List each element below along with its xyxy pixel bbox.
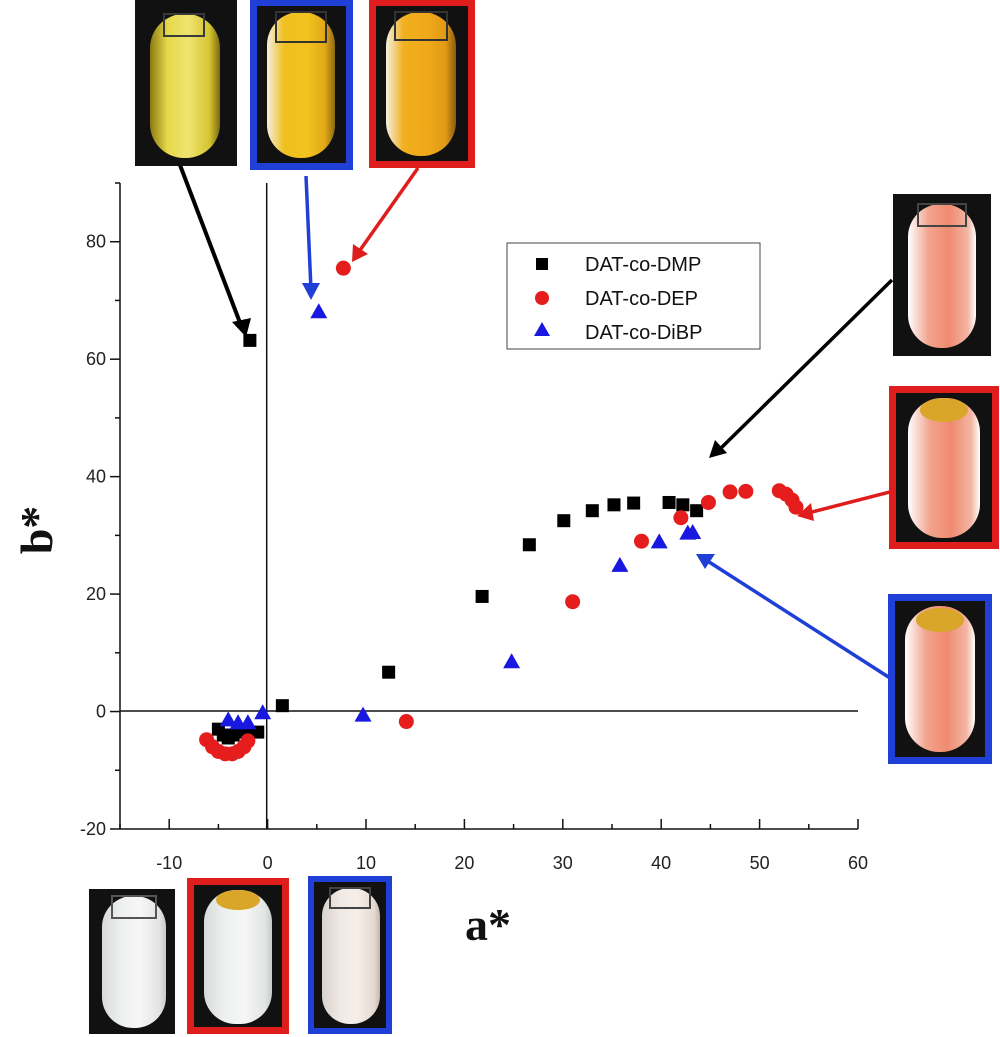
- data-point-series-3: [611, 556, 629, 572]
- data-point-series-3: [310, 303, 328, 319]
- arrow-black-top: [178, 164, 251, 337]
- y-tick-label: 0: [96, 702, 106, 722]
- x-ticks: [119, 819, 859, 829]
- y-axis-title: b*: [11, 506, 62, 555]
- y-tick-label: 80: [86, 232, 106, 252]
- x-tick-label: 10: [356, 853, 376, 873]
- data-point-series-2: [738, 483, 754, 499]
- data-point-series-1: [607, 498, 621, 512]
- data-point-series-2: [673, 510, 689, 526]
- legend-label-series-1: DAT-co-DMP: [585, 254, 701, 276]
- data-point-series-2: [565, 594, 581, 610]
- data-point-series-1: [585, 504, 599, 518]
- data-point-series-1: [243, 333, 257, 347]
- data-point-series-1: [522, 538, 536, 552]
- data-point-series-3: [219, 711, 237, 727]
- data-point-series-1: [557, 514, 571, 528]
- vial-photo-right-black: [893, 194, 991, 356]
- vial-photo-right-blue: [888, 594, 992, 764]
- data-point-series-1: [275, 699, 289, 713]
- x-tick-label: 50: [750, 853, 770, 873]
- data-point-series-1: [475, 589, 489, 603]
- x-tick-label: 0: [263, 853, 273, 873]
- x-axis-title: a*: [465, 899, 511, 950]
- x-tick-label: 20: [454, 853, 474, 873]
- vial-photo-top-black: [135, 0, 237, 166]
- vial-photo-top-red: [369, 0, 475, 168]
- arrow-red-top: [352, 166, 420, 262]
- vial-photo-bottom-red: [187, 878, 289, 1034]
- legend: DAT-co-DMP DAT-co-DEP DAT-co-DiBP: [506, 242, 761, 350]
- legend-marker-triangle: [534, 322, 550, 336]
- data-point-series-2: [634, 533, 650, 549]
- data-point-series-1: [676, 498, 690, 512]
- arrow-blue-top: [302, 175, 320, 300]
- legend-box: [506, 242, 761, 350]
- vial-photo-right-red: [889, 386, 999, 549]
- arrow-blue-right: [696, 554, 891, 680]
- data-point-series-3: [684, 524, 702, 540]
- data-markers: [199, 260, 804, 762]
- x-tick-label: 60: [848, 853, 868, 873]
- data-point-series-3: [239, 714, 257, 730]
- y-tick-label: 40: [86, 467, 106, 487]
- legend-marker-square: [536, 258, 548, 270]
- data-point-series-1: [662, 495, 676, 509]
- legend-label-series-2: DAT-co-DEP: [585, 288, 698, 310]
- data-point-series-1: [690, 504, 704, 518]
- y-tick-label: 60: [86, 349, 106, 369]
- data-point-series-2: [722, 484, 738, 500]
- data-point-series-2: [398, 714, 414, 730]
- y-tick-label: 20: [86, 584, 106, 604]
- data-point-series-3: [354, 706, 372, 722]
- y-tick-labels: -20 0 20 40 60 80: [80, 232, 106, 839]
- legend-label-series-3: DAT-co-DiBP: [585, 322, 702, 344]
- x-tick-label: 30: [553, 853, 573, 873]
- data-point-series-1: [627, 496, 641, 510]
- arrow-black-right: [709, 278, 894, 458]
- data-point-series-3: [650, 533, 668, 549]
- data-point-series-2: [700, 494, 716, 510]
- vial-photo-bottom-blue: [308, 876, 392, 1034]
- y-tick-label: -20: [80, 819, 106, 839]
- axes: -10 0 10 20 30 40 50 60 -20 0 20 40 60 80: [80, 182, 868, 873]
- vial-photo-bottom-black: [89, 889, 175, 1034]
- legend-marker-circle: [535, 291, 549, 305]
- data-point-series-3: [254, 704, 272, 720]
- data-point-series-2: [335, 260, 351, 276]
- data-point-series-2: [788, 499, 804, 515]
- x-tick-label: -10: [156, 853, 182, 873]
- arrow-red-right: [797, 490, 891, 521]
- data-point-series-1: [382, 665, 396, 679]
- data-point-series-2: [240, 733, 256, 749]
- vial-photo-top-blue: [250, 0, 353, 170]
- annotation-arrows: [178, 164, 894, 680]
- x-tick-labels: -10 0 10 20 30 40 50 60: [156, 853, 868, 873]
- x-tick-label: 40: [651, 853, 671, 873]
- data-point-series-3: [503, 653, 521, 669]
- y-ticks: [110, 182, 120, 830]
